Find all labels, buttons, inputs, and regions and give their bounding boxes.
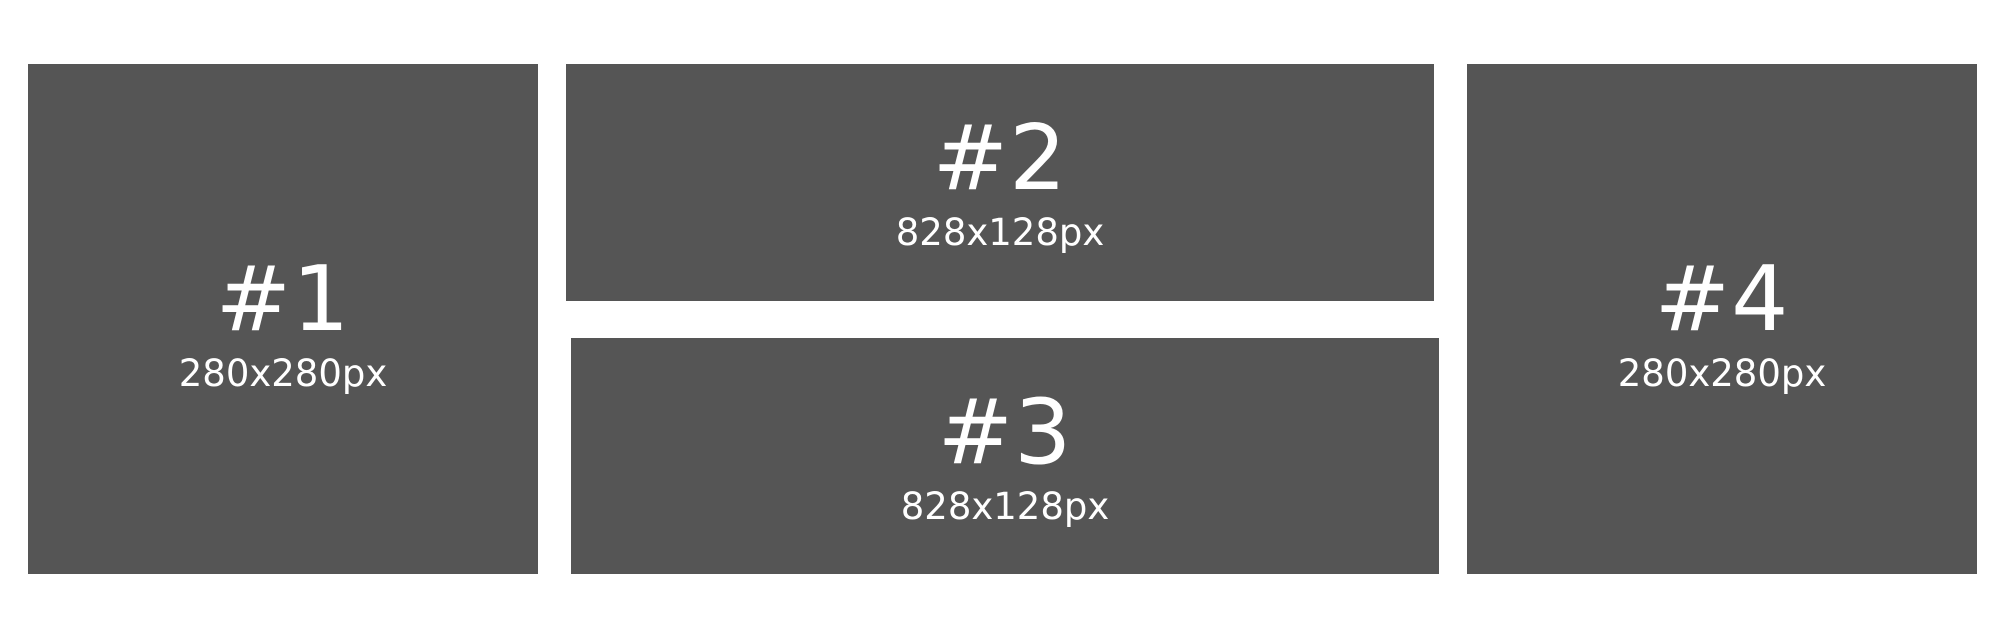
tile-size-label: 280x280px <box>1617 351 1827 395</box>
tile-number: #3 <box>937 379 1073 485</box>
placeholder-tile-4: #4 280x280px <box>1467 64 1977 574</box>
placeholder-tile-2: #2 828x128px <box>566 64 1434 301</box>
tile-size-label: 280x280px <box>178 351 388 395</box>
placeholder-tile-3: #3 828x128px <box>571 338 1439 574</box>
tile-number: #2 <box>932 106 1068 211</box>
tile-size-label: 828x128px <box>895 211 1105 254</box>
tile-number: #1 <box>215 246 351 352</box>
tile-number: #4 <box>1654 246 1790 352</box>
placeholder-tile-1: #1 280x280px <box>28 64 538 574</box>
tile-size-label: 828x128px <box>900 484 1110 528</box>
